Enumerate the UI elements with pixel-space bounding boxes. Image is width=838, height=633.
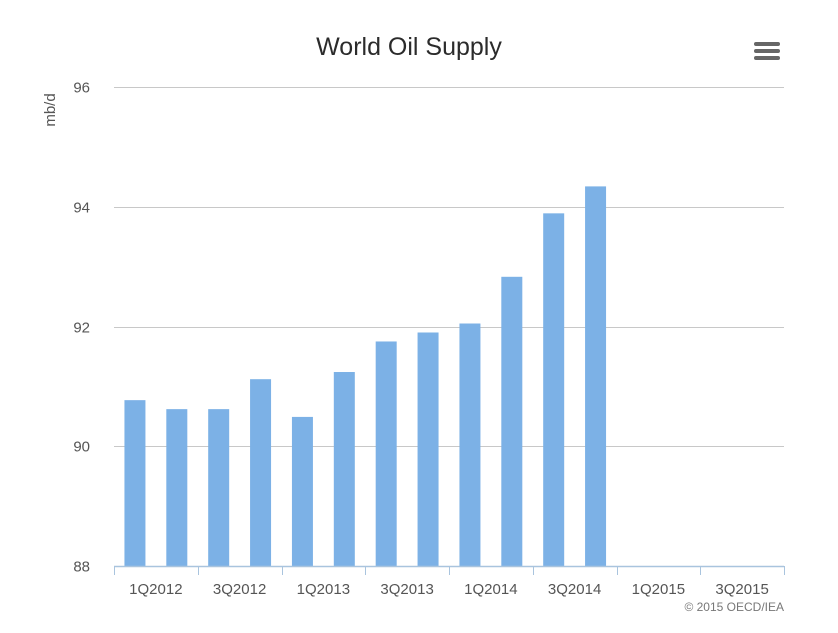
- y-tick-label: 90: [73, 439, 90, 456]
- x-tick-label: 3Q2012: [213, 581, 266, 598]
- x-tick-label: 3Q2013: [380, 581, 433, 598]
- bar-4Q2012: [250, 379, 272, 566]
- x-tick-label: 3Q2014: [548, 581, 601, 598]
- bar-1Q2013: [291, 416, 313, 566]
- y-axis-tick-labels: 88 90 92 94 96: [73, 80, 90, 576]
- bar-2Q2013: [333, 372, 355, 566]
- bar-2Q2012: [166, 409, 188, 566]
- bar-4Q2013: [417, 332, 439, 566]
- bar-4Q2014: [585, 186, 607, 566]
- x-axis-tick-labels: 1Q2012 3Q2012 1Q2013 3Q2013 1Q2014 3Q2014 1Q20…: [129, 581, 769, 598]
- y-tick-label: 92: [73, 320, 90, 337]
- x-tick-label: 1Q2015: [632, 581, 685, 598]
- y-tick-label: 96: [73, 80, 90, 97]
- x-axis: [114, 565, 785, 575]
- bar-series: [124, 186, 607, 566]
- chart-title: World Oil Supply: [316, 33, 502, 61]
- x-tick-label: 1Q2013: [297, 581, 350, 598]
- y-tick-label: 94: [73, 200, 90, 217]
- bar-1Q2012: [124, 400, 146, 566]
- bar-3Q2012: [208, 409, 230, 566]
- y-tick-label: 88: [73, 559, 90, 576]
- y-axis-label: mb/d: [42, 93, 59, 126]
- bar-3Q2014: [543, 213, 565, 566]
- x-tick-label: 3Q2015: [715, 581, 768, 598]
- x-tick-label: 1Q2014: [464, 581, 517, 598]
- chart-menu-button[interactable]: [750, 38, 784, 64]
- x-tick-label: 1Q2012: [129, 581, 182, 598]
- bar-2Q2014: [501, 276, 523, 566]
- hamburger-menu-icon: [754, 42, 780, 46]
- bar-3Q2013: [375, 341, 397, 566]
- bar-1Q2014: [459, 323, 481, 566]
- chart-credits[interactable]: © 2015 OECD/IEA: [684, 600, 784, 614]
- grid-lines: [114, 87, 784, 447]
